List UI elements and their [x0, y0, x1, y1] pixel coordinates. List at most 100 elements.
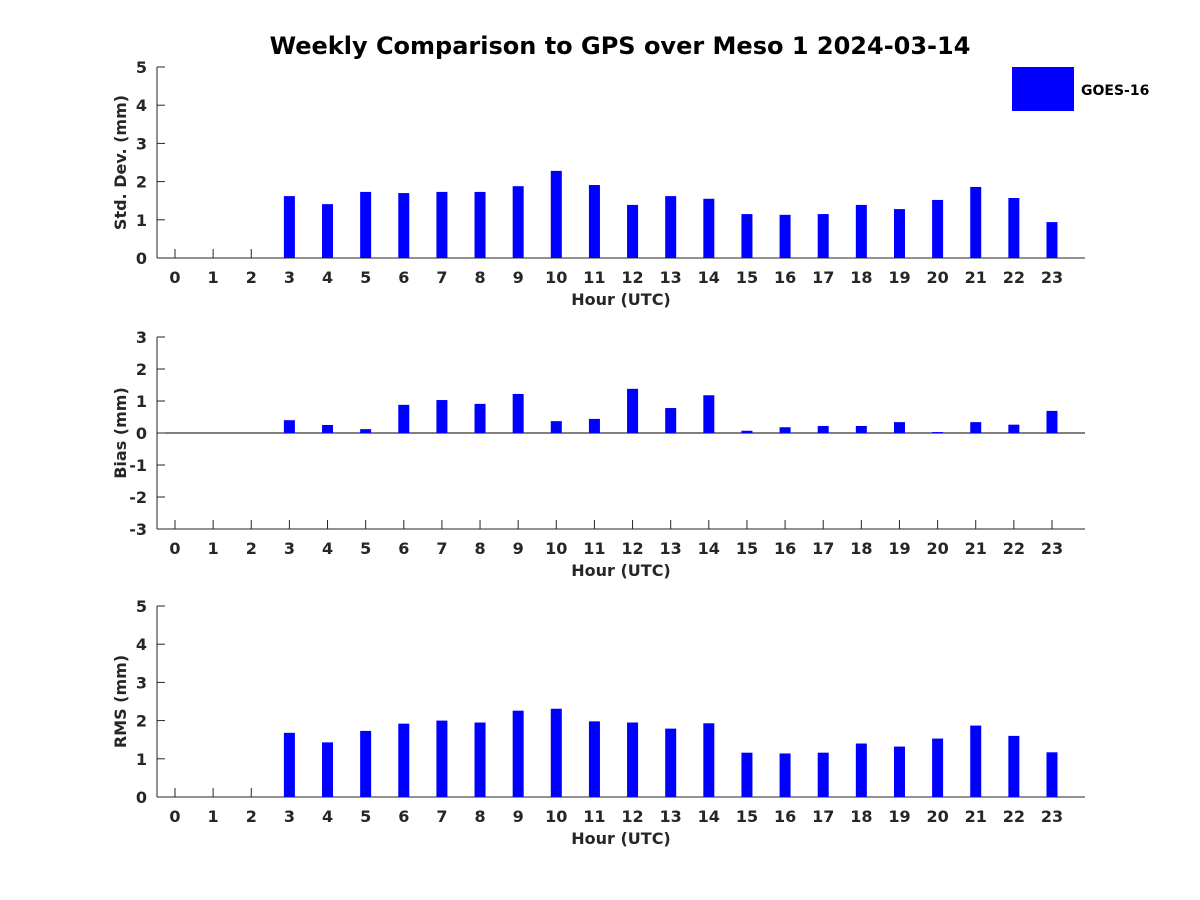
bias-bar: [322, 425, 334, 433]
rms-y-tick-label: 5: [136, 597, 147, 616]
std-bar: [550, 170, 562, 258]
bias-y-tick-label: 3: [136, 328, 147, 347]
std-bar: [436, 191, 448, 258]
rms-x-tick-label: 0: [169, 807, 180, 826]
std-bar: [1046, 222, 1058, 258]
std-x-tick-label: 23: [1041, 268, 1063, 287]
std-bar: [322, 204, 334, 258]
std-x-tick-label: 17: [812, 268, 834, 287]
rms-bar: [436, 720, 448, 797]
rms-x-tick-label: 13: [660, 807, 682, 826]
std-bar: [474, 191, 486, 258]
std-x-tick-label: 3: [284, 268, 295, 287]
std-bar: [970, 186, 982, 258]
bias-bar: [703, 395, 715, 433]
bias-bar: [360, 429, 372, 433]
bias-x-tick-label: 14: [698, 539, 720, 558]
bias-x-tick-label: 20: [926, 539, 948, 558]
bias-x-tick-label: 19: [888, 539, 910, 558]
rms-x-tick-label: 23: [1041, 807, 1063, 826]
bias-bar: [1046, 410, 1058, 433]
bias-x-tick-label: 18: [850, 539, 872, 558]
std-bar: [1008, 198, 1020, 258]
rms-y-tick-label: 0: [136, 788, 147, 807]
rms-bar: [779, 753, 791, 797]
bias-x-tick-label: 16: [774, 539, 796, 558]
rms-x-tick-label: 4: [322, 807, 333, 826]
rms-bar: [855, 743, 867, 797]
std-x-tick-label: 12: [621, 268, 643, 287]
bias-x-tick-label: 21: [965, 539, 987, 558]
std-x-tick-label: 18: [850, 268, 872, 287]
std-y-tick-label: 2: [136, 173, 147, 192]
rms-x-tick-label: 22: [1003, 807, 1025, 826]
legend: GOES-16: [1012, 67, 1149, 111]
bias-bar: [588, 418, 600, 433]
std-y-tick-label: 1: [136, 211, 147, 230]
rms-bar: [474, 722, 486, 797]
bias-y-tick-label: -1: [129, 456, 147, 475]
std-bar: [741, 214, 753, 258]
bias-x-tick-label: 17: [812, 539, 834, 558]
rms-x-tick-label: 14: [698, 807, 720, 826]
std-bar: [512, 186, 524, 258]
std-bar: [855, 204, 867, 258]
chart-title: Weekly Comparison to GPS over Meso 1 202…: [270, 32, 971, 60]
bias-bar: [817, 425, 829, 433]
rms-bar: [970, 725, 982, 797]
std-y-tick-label: 5: [136, 58, 147, 77]
std-y-label: Std. Dev. (mm): [111, 95, 130, 230]
bias-bar: [970, 422, 982, 433]
std-bar: [588, 185, 600, 258]
std-x-tick-label: 16: [774, 268, 796, 287]
rms-x-tick-label: 12: [621, 807, 643, 826]
rms-bar: [512, 710, 524, 797]
bias-bar: [627, 388, 639, 433]
std-x-tick-label: 20: [926, 268, 948, 287]
rms-bar: [283, 732, 295, 797]
bias-bar: [741, 430, 753, 433]
bias-bar: [1008, 424, 1020, 433]
bias-x-tick-label: 2: [246, 539, 257, 558]
rms-x-tick-label: 8: [474, 807, 485, 826]
std-x-tick-label: 9: [513, 268, 524, 287]
legend-label: GOES-16: [1081, 83, 1149, 99]
std-x-tick-label: 6: [398, 268, 409, 287]
std-bar: [627, 204, 639, 258]
rms-bar: [360, 730, 372, 797]
rms-y-tick-label: 2: [136, 712, 147, 731]
rms-bar: [322, 742, 334, 797]
std-x-tick-label: 2: [246, 268, 257, 287]
std-x-tick-label: 10: [545, 268, 567, 287]
bias-x-tick-label: 6: [398, 539, 409, 558]
bias-x-tick-label: 11: [583, 539, 605, 558]
bias-x-tick-label: 5: [360, 539, 371, 558]
std-x-tick-label: 14: [698, 268, 720, 287]
rms-bar: [550, 708, 562, 797]
std-y-tick-label: 3: [136, 134, 147, 153]
legend-swatch: [1012, 67, 1074, 111]
rms-x-label: Hour (UTC): [571, 829, 671, 848]
rms-bar: [665, 728, 677, 797]
bias-bar: [283, 420, 295, 433]
std-x-tick-label: 5: [360, 268, 371, 287]
std-bar: [703, 198, 715, 258]
std-x-tick-label: 8: [474, 268, 485, 287]
rms-x-tick-label: 2: [246, 807, 257, 826]
bias-x-tick-label: 8: [474, 539, 485, 558]
std-x-tick-label: 13: [660, 268, 682, 287]
rms-bar: [741, 752, 753, 797]
std-x-tick-label: 22: [1003, 268, 1025, 287]
rms-bar: [627, 722, 639, 797]
std-y-tick-label: 0: [136, 249, 147, 268]
bias-bar: [550, 421, 562, 433]
bias-bar: [474, 403, 486, 433]
rms-bar: [398, 723, 410, 797]
std-x-tick-label: 11: [583, 268, 605, 287]
bias-y-tick-label: 1: [136, 392, 147, 411]
bias-x-tick-label: 23: [1041, 539, 1063, 558]
rms-x-tick-label: 20: [926, 807, 948, 826]
